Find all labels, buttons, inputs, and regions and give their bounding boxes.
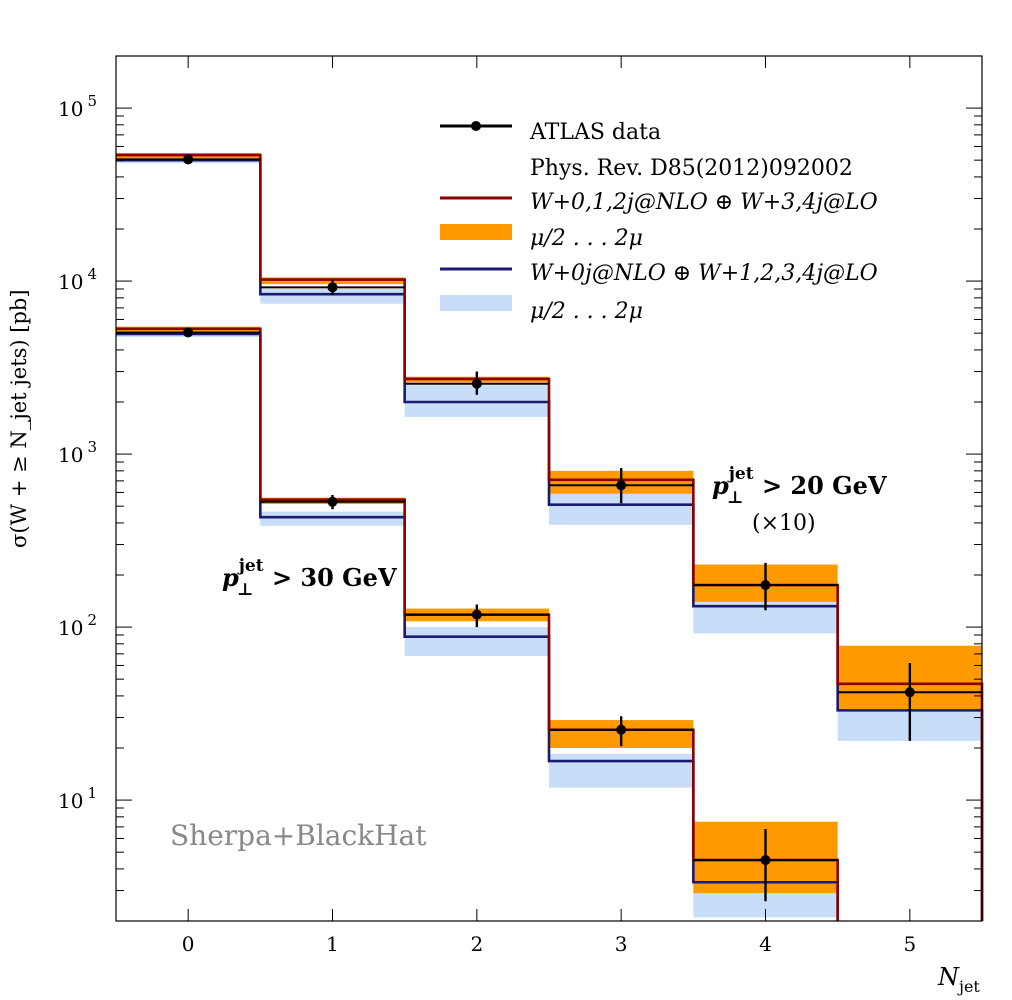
annotation-pt20-rest: > 20 GeV (754, 471, 887, 500)
y-tick-label-base: 10 (58, 789, 83, 813)
y-tick-label-base: 10 (58, 270, 83, 294)
x-tick-label: 5 (903, 932, 916, 956)
y-tick-label-exponent: 2 (87, 611, 97, 629)
annotation-pt20-scale: (×10) (752, 511, 816, 536)
x-tick-label: 2 (470, 932, 483, 956)
annotation-pt30-p: p (222, 563, 239, 592)
x-tick-label: 1 (326, 932, 339, 956)
y-tick-label: 10 4 (58, 265, 97, 294)
annotation-pt30: pjet > 30 GeV ⊥ (222, 556, 397, 600)
y-tick-label: 10 1 (58, 784, 97, 813)
x-axis-label-sub: jet (957, 977, 980, 996)
plot-border (115, 55, 983, 922)
x-tick-label: 3 (615, 932, 628, 956)
legend-marker-data-point (471, 121, 481, 131)
y-tick-label: 10 2 (58, 611, 97, 640)
legend-marker-orange-band (440, 224, 512, 240)
lo-band-bin (549, 753, 694, 788)
y-axis-label: σ(W + ≥ N_jet jets) [pb] (7, 289, 31, 548)
annotation-pt30-sup: jet (237, 556, 264, 576)
svg-text:pjet > 30 GeV: pjet > 30 GeV (222, 556, 397, 592)
annotation-pt20-p: p (712, 471, 729, 500)
x-tick-label: 4 (759, 932, 772, 956)
watermark-label: Sherpa+BlackHat (170, 819, 427, 852)
x-tick-label: 0 (182, 932, 195, 956)
y-tick-label-exponent: 5 (87, 92, 97, 110)
nlo-prediction-line (116, 153, 984, 921)
lo-band-bin (404, 627, 549, 657)
annotation-pt20: pjet > 20 GeV ⊥ (×10) (712, 464, 887, 536)
data-point (760, 580, 771, 591)
legend-label-reference: Phys. Rev. D85(2012)092002 (530, 156, 853, 181)
legend-markers (440, 121, 512, 311)
y-tick-label-base: 10 (58, 443, 83, 467)
legend-label-atlas-data: ATLAS data (529, 120, 661, 145)
y-tick-label-exponent: 1 (87, 784, 97, 802)
legend-label-band-blue: μ/2 . . . 2μ (530, 299, 643, 324)
svg-text:pjet > 20 GeV: pjet > 20 GeV (712, 464, 887, 500)
y-tick-label: 10 3 (58, 438, 97, 467)
plot-frame (115, 55, 983, 922)
annotation-pt20-perp: ⊥ (727, 488, 743, 508)
lo-band-bin (260, 511, 405, 526)
data-point (183, 327, 194, 338)
y-tick-label-exponent: 4 (87, 265, 97, 283)
lo-band-bin (260, 288, 405, 304)
x-axis-label-main: N (937, 963, 960, 991)
data-point (327, 496, 338, 507)
data-point (616, 480, 627, 491)
x-axis-label: Njet (937, 963, 980, 996)
annotation-pt30-rest: > 30 GeV (264, 563, 397, 592)
data-point (904, 687, 915, 698)
y-tick-label-exponent: 3 (87, 438, 97, 456)
annotation-pt20-sup: jet (727, 464, 754, 484)
lo-prediction-line (116, 158, 984, 921)
data-point (471, 378, 482, 389)
legend-label-band-orange: μ/2 . . . 2μ (530, 226, 643, 251)
data-point (760, 855, 771, 866)
data-point (183, 154, 194, 165)
data-points (183, 154, 915, 902)
y-tick-label-base: 10 (58, 97, 83, 121)
legend-marker-blue-band (440, 295, 512, 311)
y-tick-label-base: 10 (58, 616, 83, 640)
legend: ATLAS data Phys. Rev. D85(2012)092002 W+… (440, 120, 878, 324)
annotation-pt30-perp: ⊥ (237, 580, 253, 600)
legend-label-lo-blue: W+0j@NLO ⊕ W+1,2,3,4j@LO (530, 261, 878, 286)
data-point (616, 724, 627, 735)
legend-label-nlo-red: W+0,1,2j@NLO ⊕ W+3,4j@LO (530, 190, 878, 215)
y-tick-label: 10 5 (58, 92, 97, 121)
data-point (471, 609, 482, 620)
data-point (327, 282, 338, 293)
